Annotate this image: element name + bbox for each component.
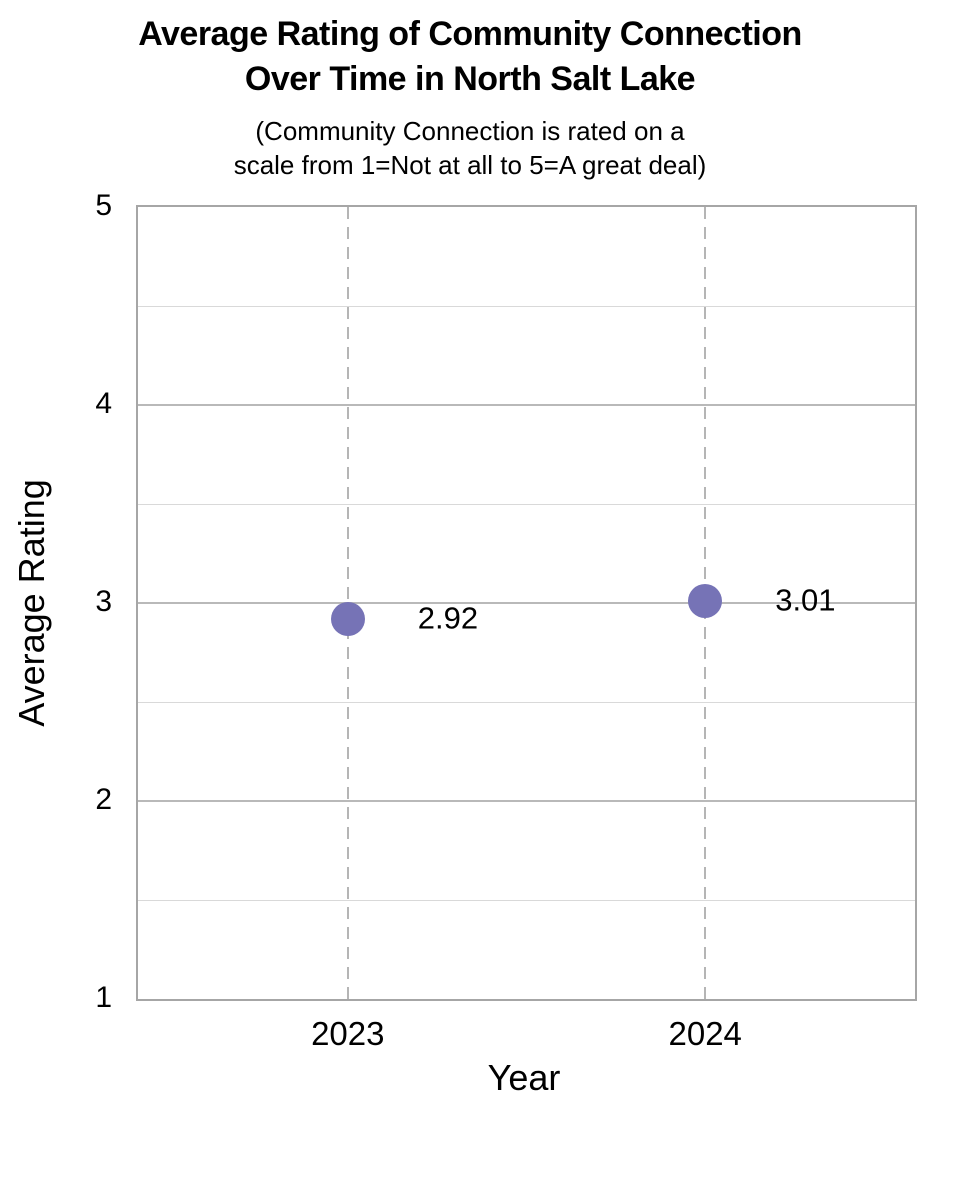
chart-subtitle-line-2: scale from 1=Not at all to 5=A great dea… — [233, 150, 707, 180]
gridline-major — [138, 602, 915, 604]
y-tick-label: 1 — [95, 981, 112, 1014]
chart-title-line-2: Over Time in North Salt Lake — [244, 60, 696, 98]
y-tick-label: 4 — [95, 387, 112, 420]
x-tick-label: 2023 — [311, 1015, 385, 1052]
y-tick-label: 2 — [95, 783, 112, 816]
data-point — [688, 584, 723, 619]
gridline-minor — [138, 503, 915, 505]
gridline-minor — [138, 899, 915, 901]
gridline-major — [138, 404, 915, 406]
data-point-label: 3.01 — [775, 582, 836, 618]
y-tick-label: 5 — [95, 189, 112, 222]
data-point — [330, 601, 365, 636]
chart-title: Average Rating of Community Connection O… — [0, 12, 940, 102]
x-axis-title: Year — [487, 1057, 561, 1098]
chart-subtitle: (Community Connection is rated on a scal… — [0, 114, 940, 182]
y-tick-label: 3 — [95, 585, 112, 618]
chart-subtitle-line-1: (Community Connection is rated on a — [255, 116, 685, 146]
gridline-minor — [138, 305, 915, 307]
plot-area: 2.92 3.01 — [136, 205, 917, 1005]
gridline-minor — [138, 701, 915, 703]
data-point-label: 2.92 — [417, 600, 479, 636]
x-tick-label: 2024 — [668, 1015, 742, 1052]
chart-title-line-1: Average Rating of Community Connection — [138, 15, 802, 53]
gridline-major — [138, 800, 915, 802]
